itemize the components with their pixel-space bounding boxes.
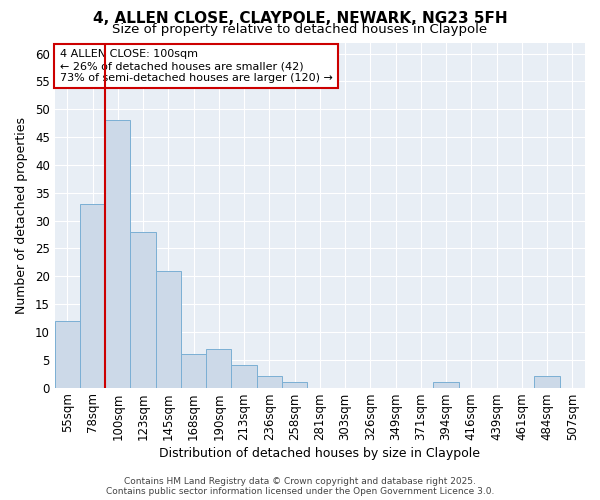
X-axis label: Distribution of detached houses by size in Claypole: Distribution of detached houses by size … (160, 447, 481, 460)
Bar (282, 382, 307, 388)
Bar (55, 321, 80, 388)
Bar (535, 376, 560, 388)
Bar (181, 354, 206, 388)
Text: 4, ALLEN CLOSE, CLAYPOLE, NEWARK, NG23 5FH: 4, ALLEN CLOSE, CLAYPOLE, NEWARK, NG23 5… (92, 11, 508, 26)
Y-axis label: Number of detached properties: Number of detached properties (15, 116, 28, 314)
Bar (257, 376, 282, 388)
Bar (206, 348, 232, 388)
Bar (130, 232, 155, 388)
Bar (80, 204, 105, 388)
Bar (232, 366, 257, 388)
Bar (433, 382, 459, 388)
Bar (155, 270, 181, 388)
Text: 4 ALLEN CLOSE: 100sqm
← 26% of detached houses are smaller (42)
73% of semi-deta: 4 ALLEN CLOSE: 100sqm ← 26% of detached … (60, 50, 333, 82)
Bar (105, 120, 130, 388)
Text: Contains HM Land Registry data © Crown copyright and database right 2025.
Contai: Contains HM Land Registry data © Crown c… (106, 476, 494, 496)
Text: Size of property relative to detached houses in Claypole: Size of property relative to detached ho… (112, 24, 488, 36)
